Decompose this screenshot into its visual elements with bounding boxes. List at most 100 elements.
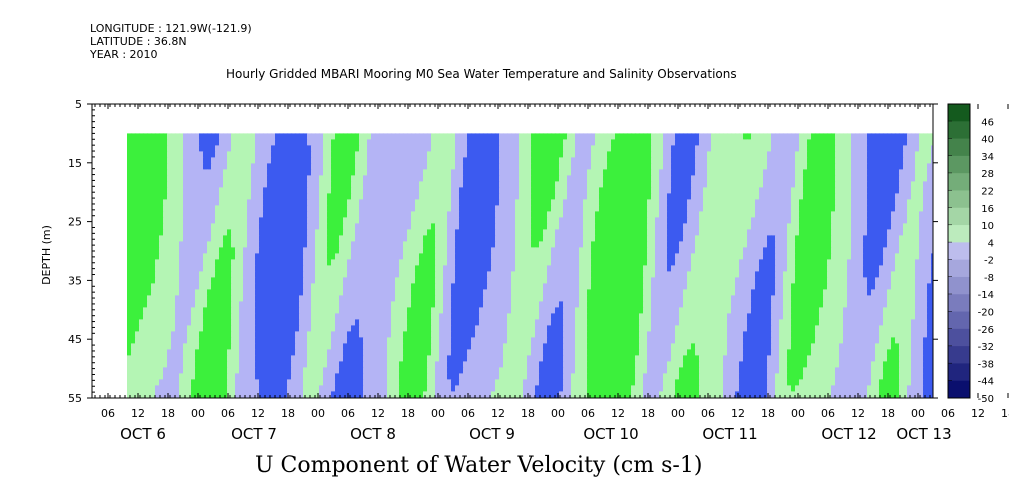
heatmap-cell xyxy=(395,163,400,170)
heatmap-cell xyxy=(659,181,664,188)
heatmap-cell xyxy=(867,223,872,230)
heatmap-cell xyxy=(243,133,248,140)
heatmap-cell xyxy=(299,241,304,248)
heatmap-cell xyxy=(147,247,152,254)
heatmap-cell xyxy=(407,241,412,248)
heatmap-cell xyxy=(619,235,624,242)
heatmap-cell xyxy=(619,145,624,152)
heatmap-cell xyxy=(495,163,500,170)
heatmap-cell xyxy=(539,205,544,212)
heatmap-cell xyxy=(931,271,933,278)
heatmap-cell xyxy=(791,265,796,272)
heatmap-cell xyxy=(747,211,752,218)
heatmap-cell xyxy=(159,199,164,206)
heatmap-cell xyxy=(367,193,372,200)
heatmap-cell xyxy=(875,199,880,206)
heatmap-cell xyxy=(291,169,296,176)
heatmap-cell xyxy=(227,211,232,218)
heatmap-cell xyxy=(519,205,524,212)
heatmap-cell xyxy=(223,229,228,236)
heatmap-cell xyxy=(155,265,160,272)
heatmap-cell xyxy=(379,223,384,230)
heatmap-cell xyxy=(687,157,692,164)
heatmap-cell xyxy=(387,163,392,170)
heatmap-cell xyxy=(711,175,716,182)
heatmap-cell xyxy=(207,175,212,182)
heatmap-cell xyxy=(627,265,632,272)
heatmap-cell xyxy=(683,151,688,158)
heatmap-cell xyxy=(431,193,436,200)
heatmap-cell xyxy=(507,181,512,188)
heatmap-cell xyxy=(683,139,688,146)
heatmap-cell xyxy=(363,199,368,206)
heatmap-cell xyxy=(723,133,728,140)
heatmap-cell xyxy=(235,217,240,224)
heatmap-cell xyxy=(219,181,224,188)
heatmap-cell xyxy=(839,181,844,188)
heatmap-cell xyxy=(383,277,388,284)
heatmap-cell xyxy=(535,271,540,278)
heatmap-cell xyxy=(527,271,532,278)
heatmap-cell xyxy=(235,265,240,272)
heatmap-cell xyxy=(583,235,588,242)
heatmap-cell xyxy=(767,271,772,278)
heatmap-cell xyxy=(495,169,500,176)
heatmap-cell xyxy=(351,181,356,188)
heatmap-cell xyxy=(767,211,772,218)
heatmap-cell xyxy=(787,157,792,164)
heatmap-cell xyxy=(711,229,716,236)
heatmap-cell xyxy=(635,229,640,236)
heatmap-cell xyxy=(763,187,768,194)
heatmap-cell xyxy=(707,139,712,146)
heatmap-cell xyxy=(235,277,240,284)
heatmap-cell xyxy=(747,253,752,260)
heatmap-cell xyxy=(783,193,788,200)
heatmap-cell xyxy=(811,163,816,170)
heatmap-cell xyxy=(587,211,592,218)
heatmap-cell xyxy=(331,235,336,242)
heatmap-cell xyxy=(303,169,308,176)
heatmap-cell xyxy=(331,199,336,206)
heatmap-cell xyxy=(643,253,648,260)
heatmap-cell xyxy=(203,229,208,236)
heatmap-cell xyxy=(747,163,752,170)
heatmap-cell xyxy=(471,223,476,230)
heatmap-cell xyxy=(179,259,184,266)
heatmap-cell xyxy=(703,265,708,272)
heatmap-cell xyxy=(587,229,592,236)
heatmap-cell xyxy=(335,133,340,140)
heatmap-cell xyxy=(491,187,496,194)
heatmap-cell xyxy=(387,193,392,200)
heatmap-cell xyxy=(511,211,516,218)
heatmap-cell xyxy=(215,277,220,284)
heatmap-cell xyxy=(171,163,176,170)
heatmap-cell xyxy=(295,277,300,284)
heatmap-cell xyxy=(607,229,612,236)
heatmap-cell xyxy=(443,181,448,188)
heatmap-cell xyxy=(487,139,492,146)
heatmap-cell xyxy=(603,163,608,170)
heatmap-cell xyxy=(919,139,924,146)
heatmap-cell xyxy=(779,169,784,176)
heatmap-cell xyxy=(359,175,364,182)
heatmap-cell xyxy=(583,277,588,284)
heatmap-cell xyxy=(739,229,744,236)
heatmap-cell xyxy=(795,175,800,182)
heatmap-cell xyxy=(587,199,592,206)
heatmap-cell xyxy=(823,211,828,218)
heatmap-cell xyxy=(207,181,212,188)
heatmap-cell xyxy=(755,247,760,254)
heatmap-cell xyxy=(667,241,672,248)
heatmap-cell xyxy=(915,271,920,278)
heatmap-cell xyxy=(887,271,892,278)
heatmap-cell xyxy=(675,217,680,224)
heatmap-cell xyxy=(767,187,772,194)
heatmap-cell xyxy=(555,199,560,206)
heatmap-cell xyxy=(915,235,920,242)
heatmap-cell xyxy=(915,259,920,266)
heatmap-cell xyxy=(415,247,420,254)
heatmap-cell xyxy=(423,277,428,284)
heatmap-cell xyxy=(659,187,664,194)
heatmap-cell xyxy=(191,193,196,200)
heatmap-cell xyxy=(331,247,336,254)
